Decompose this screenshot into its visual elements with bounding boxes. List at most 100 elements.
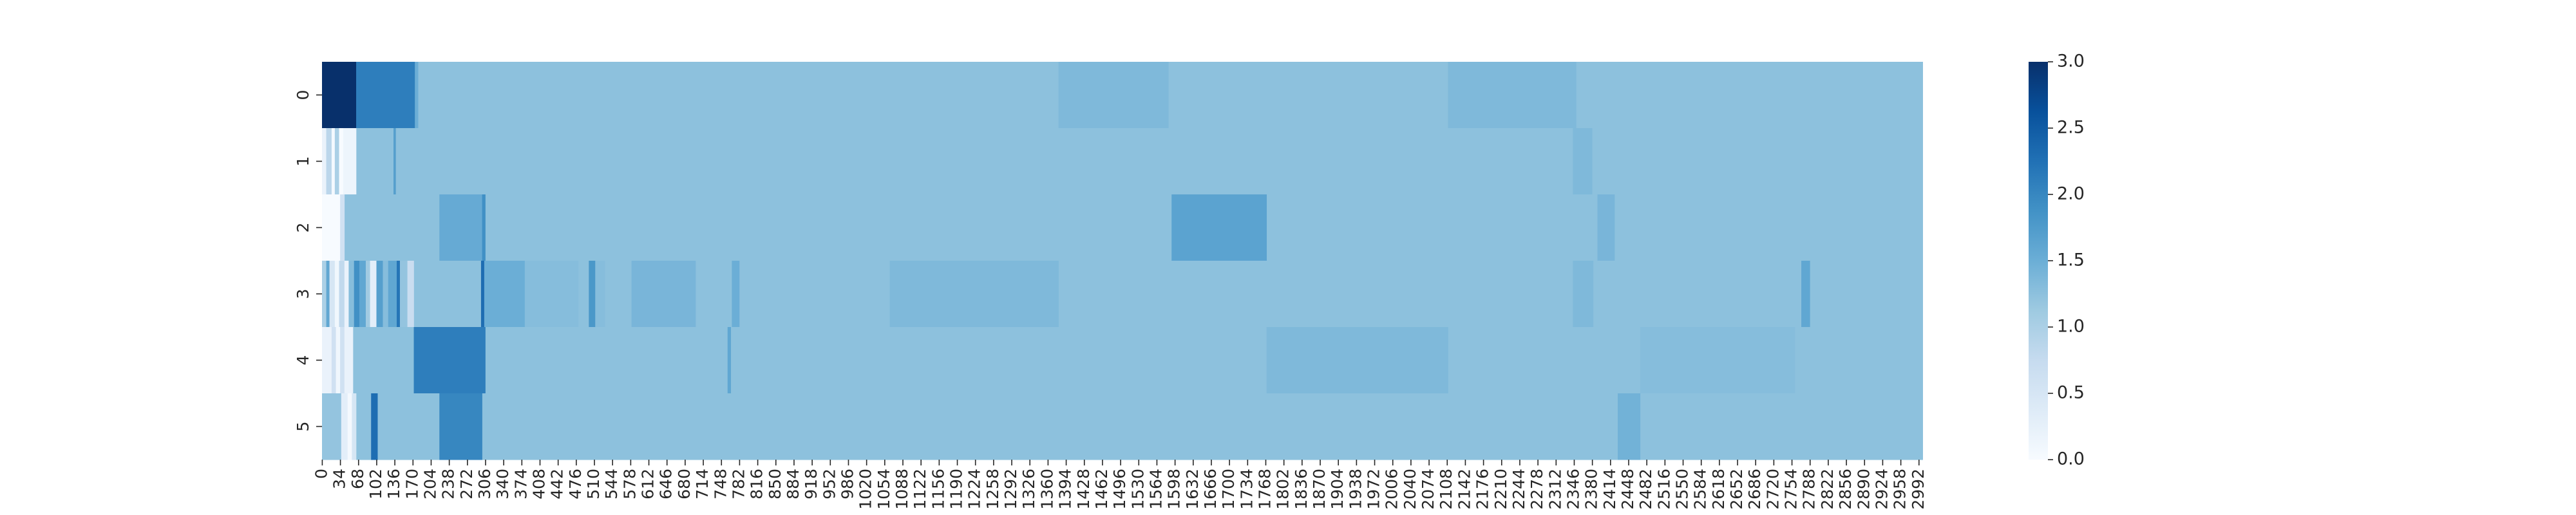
y-tick-label: 4 bbox=[294, 355, 312, 366]
x-tick-label: 1802 bbox=[1274, 469, 1293, 510]
x-tick-label: 2992 bbox=[1909, 469, 1927, 510]
heatmap-cell-row-5-4 bbox=[371, 393, 378, 460]
heatmap-cell-row-5-5 bbox=[439, 393, 482, 460]
x-tick-label: 2244 bbox=[1510, 469, 1528, 510]
heatmap-cell-row-4-4 bbox=[344, 327, 354, 394]
colorbar-tick-label: 0.5 bbox=[2057, 383, 2085, 403]
x-tick-label: 1054 bbox=[875, 469, 893, 510]
heatmap-cell-row-2-5 bbox=[1597, 194, 1615, 261]
x-tick-label: 2142 bbox=[1455, 469, 1473, 510]
heatmap-cell-row-0-1 bbox=[356, 62, 415, 129]
x-tick-label: 2958 bbox=[1891, 469, 1909, 510]
x-tick-label: 1734 bbox=[1237, 469, 1256, 510]
colorbar-tick-label: 3.0 bbox=[2057, 52, 2085, 71]
x-tick-label: 2754 bbox=[1782, 469, 1801, 510]
heatmap-cell-row-3-13 bbox=[388, 261, 397, 328]
x-tick-label: 1462 bbox=[1092, 469, 1111, 510]
heatmap-cell-row-3-0 bbox=[322, 261, 327, 328]
y-tick-label: 0 bbox=[294, 90, 312, 100]
y-axis: 0 1 2 3 4 5 bbox=[294, 90, 322, 432]
x-tick-label: 1224 bbox=[965, 469, 984, 510]
colorbar-gradient bbox=[2029, 62, 2048, 460]
x-tick-label: 714 bbox=[693, 469, 712, 500]
x-tick-label: 1428 bbox=[1074, 469, 1093, 510]
colorbar-tick-label: 0.0 bbox=[2057, 449, 2085, 469]
x-tick-label: 680 bbox=[675, 469, 694, 500]
heatmap-cell-row-3-22 bbox=[631, 261, 696, 328]
heatmap-cell-row-5-3 bbox=[352, 393, 357, 460]
x-tick-label: 782 bbox=[729, 469, 748, 500]
heatmap-cell-row-4-8 bbox=[1640, 327, 1795, 394]
heatmap-cell-row-3-24 bbox=[889, 261, 1059, 328]
heatmap-cell-row-3-9 bbox=[365, 261, 370, 328]
x-tick-label: 2074 bbox=[1419, 469, 1437, 510]
x-tick-label: 2788 bbox=[1800, 469, 1819, 510]
heatmap-cell-row-3-8 bbox=[359, 261, 366, 328]
heatmap-cell-row-4-2 bbox=[336, 327, 341, 394]
x-tick-label: 340 bbox=[493, 469, 512, 500]
x-tick-label: 476 bbox=[566, 469, 585, 500]
heatmap-cell-row-3-21 bbox=[595, 261, 605, 328]
x-tick-label: 1020 bbox=[857, 469, 875, 510]
x-tick-label: 1870 bbox=[1310, 469, 1329, 510]
heatmap-cell-row-1-0 bbox=[322, 128, 327, 195]
heatmap-cells bbox=[322, 62, 1923, 460]
heatmap-cell-row-1-6 bbox=[393, 128, 396, 195]
x-tick-label: 1972 bbox=[1365, 469, 1383, 510]
x-tick-label: 68 bbox=[348, 469, 367, 489]
heatmap-row-5-background bbox=[322, 393, 1923, 460]
x-tick-label: 1156 bbox=[929, 469, 947, 510]
heatmap-cell-row-3-18 bbox=[484, 261, 526, 328]
x-tick-label: 2380 bbox=[1582, 469, 1601, 510]
heatmap-cell-row-4-1 bbox=[331, 327, 336, 394]
colorbar-tick-label: 2.5 bbox=[2057, 118, 2085, 138]
heatmap-cell-row-3-16 bbox=[407, 261, 414, 328]
heatmap-cell-row-3-10 bbox=[370, 261, 377, 328]
heatmap-cell-row-4-5 bbox=[413, 327, 486, 394]
x-tick-label: 510 bbox=[584, 469, 603, 500]
heatmap-cell-row-3-12 bbox=[383, 261, 389, 328]
y-tick-label: 5 bbox=[294, 422, 312, 432]
x-tick-label: 170 bbox=[402, 469, 421, 500]
x-tick-label: 1190 bbox=[947, 469, 966, 510]
heatmap-cell-row-2-2 bbox=[439, 194, 482, 261]
x-tick-label: 2618 bbox=[1709, 469, 1728, 510]
x-tick-label: 1292 bbox=[1001, 469, 1020, 510]
heatmap-cell-row-3-1 bbox=[326, 261, 330, 328]
x-tick-label: 1632 bbox=[1183, 469, 1202, 510]
heatmap-cell-row-3-3 bbox=[334, 261, 339, 328]
x-tick-label: 1088 bbox=[893, 469, 911, 510]
heatmap-cell-row-2-3 bbox=[482, 194, 486, 261]
x-tick-label: 2108 bbox=[1437, 469, 1455, 510]
x-tick-label: 2686 bbox=[1745, 469, 1764, 510]
heatmap-cell-row-2-0 bbox=[322, 194, 341, 261]
heatmap-cell-row-0-3 bbox=[1058, 62, 1169, 129]
x-tick-label: 2346 bbox=[1564, 469, 1582, 510]
x-tick-label: 1496 bbox=[1110, 469, 1129, 510]
heatmap-cell-row-3-25 bbox=[1573, 261, 1594, 328]
heatmap-cell-row-5-1 bbox=[341, 393, 348, 460]
heatmap-cell-row-5-6 bbox=[1618, 393, 1641, 460]
heatmap-cell-row-0-0 bbox=[322, 62, 357, 129]
heatmap-cell-row-3-19 bbox=[524, 261, 579, 328]
heatmap-cell-row-3-26 bbox=[1801, 261, 1810, 328]
heatmap-row-1-background bbox=[322, 128, 1923, 195]
heatmap-cell-row-4-0 bbox=[322, 327, 332, 394]
x-tick-label: 2414 bbox=[1600, 469, 1619, 510]
x-tick-label: 2822 bbox=[1818, 469, 1837, 510]
heatmap-cell-row-5-0 bbox=[322, 393, 342, 460]
heatmap-cell-row-1-7 bbox=[1573, 128, 1593, 195]
heatmap-cell-row-3-15 bbox=[399, 261, 408, 328]
x-tick-label: 544 bbox=[602, 469, 621, 500]
heatmap-cell-row-3-20 bbox=[589, 261, 596, 328]
x-tick-label: 1938 bbox=[1346, 469, 1365, 510]
x-axis: 0 34 68 102 136 170 204 238 272 306 340 374 408 442 47… bbox=[312, 460, 1927, 510]
x-tick-label: 1326 bbox=[1019, 469, 1038, 510]
x-tick-label: 884 bbox=[784, 469, 802, 500]
x-tick-label: 2890 bbox=[1854, 469, 1873, 510]
y-tick-label: 1 bbox=[294, 156, 312, 167]
heatmap-cell-row-0-4 bbox=[1448, 62, 1577, 129]
x-tick-label: 2312 bbox=[1546, 469, 1564, 510]
x-tick-label: 204 bbox=[421, 469, 439, 500]
